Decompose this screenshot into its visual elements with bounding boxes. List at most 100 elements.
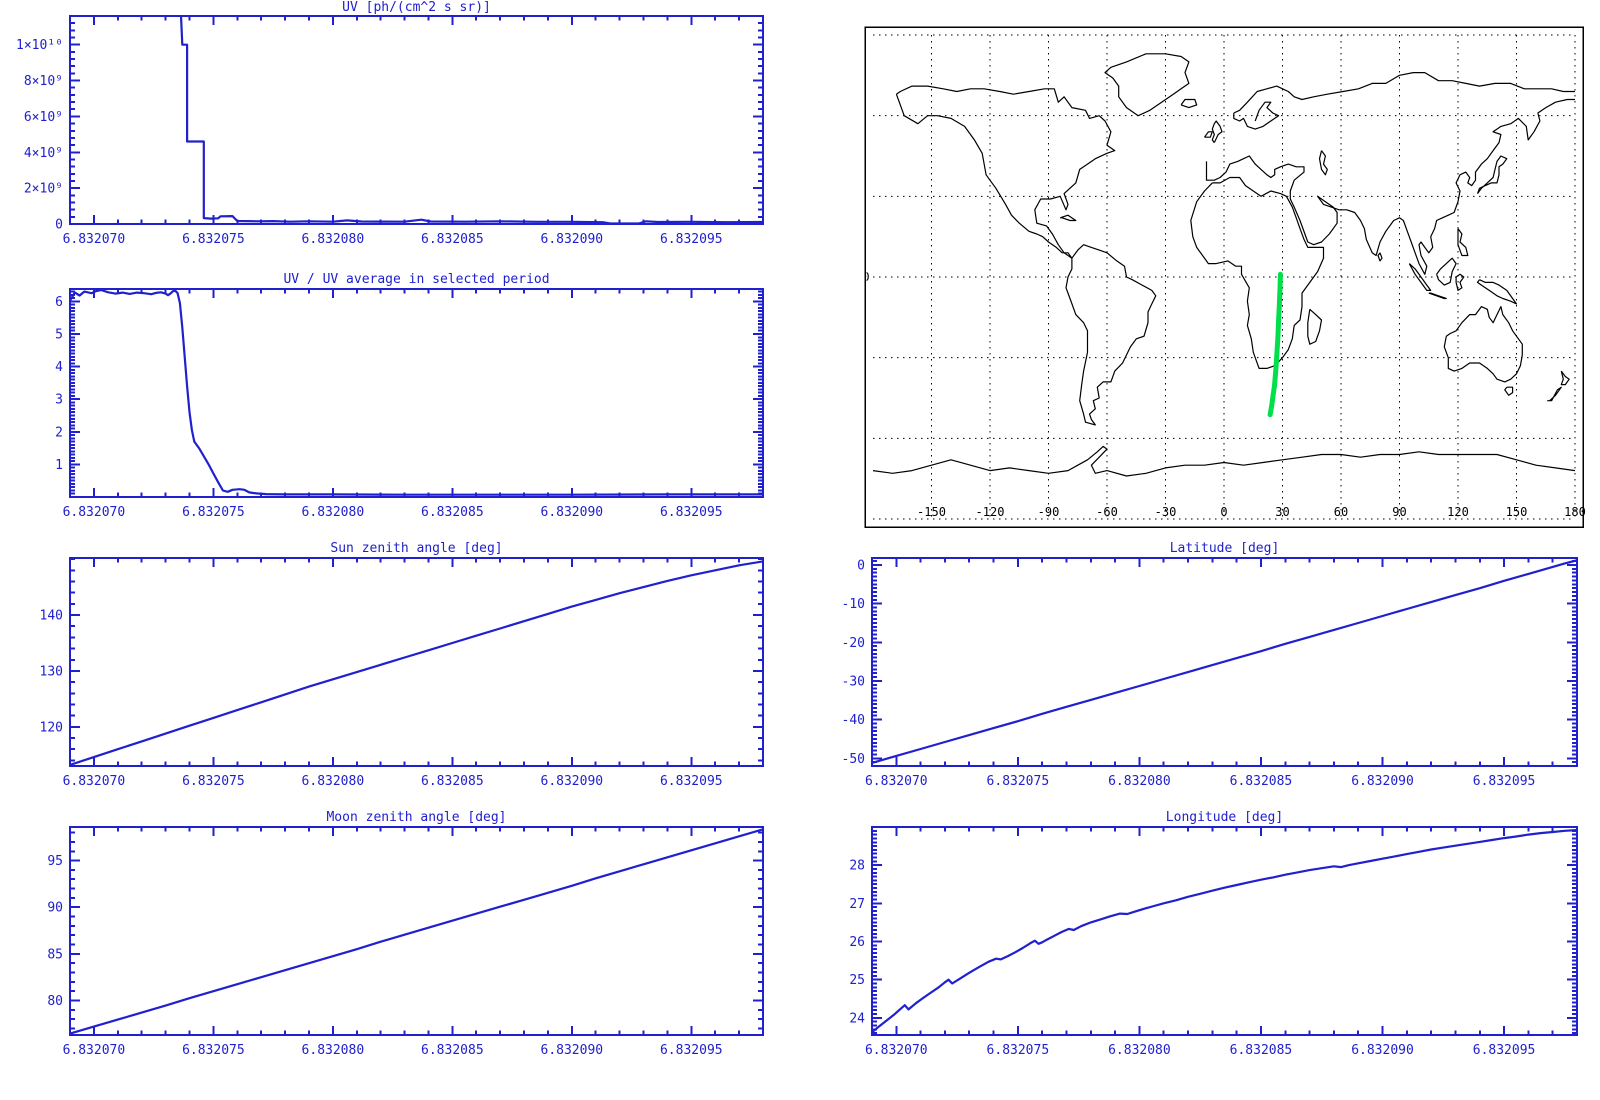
latitude-plot-title: Latitude [deg] [1169,541,1280,556]
ratio-y-tick-label: 4 [55,360,63,375]
coastline-borneo [1436,257,1457,286]
uv-ticks [69,15,764,225]
moon-y-tick-label: 95 [47,854,63,869]
ratio-series [71,290,762,496]
map-lon-label: 180 [1564,505,1586,519]
lon-series [873,829,1576,1033]
uv-frame [69,15,764,225]
lat-y-tick-label: -40 [842,713,865,728]
lon-y-tick-label: 24 [849,1011,865,1026]
map-lon-label: 150 [1506,505,1528,519]
coastline-iceland [1180,98,1198,109]
lat-x-tick-label: 6.832090 [1351,774,1414,789]
moon-x-tick-label: 6.832080 [302,1043,365,1058]
sun-series [71,560,762,765]
ratio-plot-title: UV / UV average in selected period [283,272,550,287]
coastline-java [1428,292,1447,300]
coastline-sri-lanka [1377,252,1383,262]
ratio-x-tick-label: 6.832095 [660,505,723,520]
coastline-cuba [1060,214,1077,222]
map-lon-label: 0 [1220,505,1227,519]
moon-ticks [69,827,764,1035]
lat-y-tick-label: -30 [842,674,865,689]
uv-plot-title: UV [ph/(cm^2 s sr)] [342,0,491,15]
lon-frame [871,826,1578,1036]
lon-x-tick-label: 6.832075 [987,1043,1050,1058]
sun-plot: 6.832070 6.832075 6.832080 6.832085 6.832090… [40,557,764,789]
coastline-north-america [895,85,1116,259]
moon-y-tick-label: 85 [47,947,63,962]
sun-plot-title: Sun zenith angle [deg] [330,541,503,556]
uv-x-tick-label: 6.832090 [541,232,604,247]
lon-y-tick-label: 28 [849,859,865,874]
moon-x-tick-label: 6.832085 [421,1043,484,1058]
map-lon-label: -30 [1155,505,1177,519]
sun-y-tick-label: 120 [40,720,63,735]
coastline-new-zealand-south [1547,386,1562,402]
map-lon-label: -90 [1038,505,1060,519]
ratio-y-tick-label: 1 [55,458,63,473]
coastline-tasmania [1504,386,1514,396]
lon-y-tick-label: 27 [849,897,865,912]
lon-y-tick-label: 26 [849,935,865,950]
sun-y-tick-label: 130 [40,664,63,679]
moon-y-tick-label: 80 [47,994,63,1009]
uv-y-tick-label: 0 [55,218,63,233]
uv-y-tick-label: 8×10⁹ [24,74,63,89]
ratio-frame [69,288,764,498]
coastline-ireland [1204,131,1213,138]
map-lon-label: 120 [1447,505,1469,519]
moon-x-tick-label: 6.832090 [541,1043,604,1058]
ratio-x-tick-label: 6.832080 [302,505,365,520]
lon-x-tick-label: 6.832095 [1473,1043,1536,1058]
moon-x-tick-label: 6.832075 [182,1043,245,1058]
map-lon-label: -120 [976,505,1005,519]
moon-y-tick-label: 90 [47,901,63,916]
coastline-greenland [1104,53,1190,117]
coastline-scandinavia-baltic [1233,101,1280,130]
lon-plot: 6.832070 6.832075 6.832080 6.832085 6.832090… [849,826,1578,1058]
sun-frame [69,557,764,767]
sun-x-tick-label: 6.832095 [660,774,723,789]
lat-x-tick-label: 6.832070 [865,774,928,789]
uv-x-tick-label: 6.832075 [182,232,245,247]
lon-ticks [871,826,1578,1035]
uv-y-tick-label: 6×10⁹ [24,110,63,125]
ratio-y-tick-label: 2 [55,425,63,440]
map-lat-label-equator: 0 [862,270,869,284]
map-lon-label: 60 [1334,505,1348,519]
ratio-plot: 6.832070 6.832075 6.832080 6.832085 6.832090… [55,288,764,520]
uv-x-tick-label: 6.832070 [63,232,126,247]
coastline-british-isles [1211,120,1223,143]
coastline-sumatra [1408,263,1432,291]
moon-x-tick-label: 6.832070 [63,1043,126,1058]
coastline-eurasia-south [1205,98,1575,275]
lat-plot: 6.832070 6.832075 6.832080 6.832085 6.832090… [842,557,1578,789]
sun-x-tick-label: 6.832080 [302,774,365,789]
coastline-caspian-sea [1318,150,1328,176]
coastline-new-zealand-north [1560,370,1570,386]
ratio-x-tick-label: 6.832090 [541,505,604,520]
map-lon-label: -150 [917,505,946,519]
sun-x-tick-label: 6.832085 [421,774,484,789]
ratio-ticks [69,289,764,498]
map-graticule [873,34,1576,520]
moon-plot: 6.832070 6.832075 6.832080 6.832085 6.832090… [47,826,764,1058]
moon-frame [69,826,764,1036]
lat-x-tick-label: 6.832085 [1230,774,1293,789]
coastline-sulawesi [1455,273,1465,291]
uv-series [179,17,762,223]
uv-x-tick-label: 6.832095 [660,232,723,247]
coastline-antarctica [872,445,1576,477]
uv-plot: 6.832070 6.832075 6.832080 6.832085 6.832090… [16,15,764,247]
lon-x-tick-label: 6.832070 [865,1043,928,1058]
sun-ticks [69,558,764,766]
lat-y-tick-label: -20 [842,636,865,651]
lon-x-tick-label: 6.832090 [1351,1043,1414,1058]
coastline-australia [1443,306,1523,383]
ground-track [1267,271,1283,418]
ratio-y-tick-label: 5 [55,327,63,342]
sun-x-tick-label: 6.832090 [541,774,604,789]
